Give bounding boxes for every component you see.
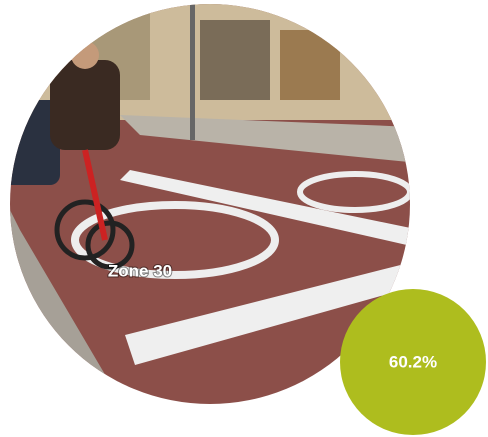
page: Zone 30 60.2%	[0, 0, 488, 437]
badge-text: 60.2%	[389, 352, 437, 371]
photo-caption: Zone 30	[108, 261, 172, 280]
